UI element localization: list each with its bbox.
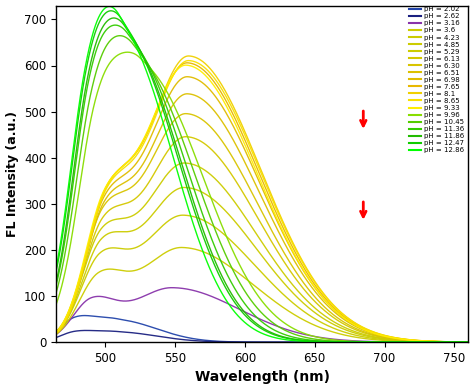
- Legend: pH = 2.02, pH = 2.62, pH = 3.16, pH = 3.6, pH = 4.23, pH = 4.85, pH = 5.29, pH =: pH = 2.02, pH = 2.62, pH = 3.16, pH = 3.…: [408, 6, 465, 154]
- Y-axis label: FL Intensity (a.u.): FL Intensity (a.u.): [6, 111, 18, 237]
- X-axis label: Wavelength (nm): Wavelength (nm): [195, 370, 330, 385]
